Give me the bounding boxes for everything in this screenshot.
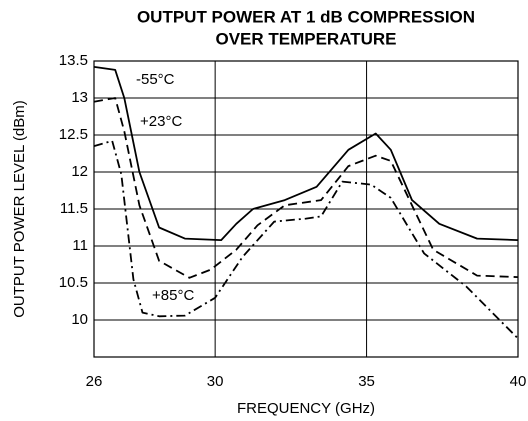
line-series [93,97,519,279]
y-tick-label: 10 [71,311,88,328]
y-tick-label: 13.5 [59,52,88,69]
x-tick-label: 30 [207,373,224,390]
y-tick-label: 11 [72,237,88,254]
x-tick-label: 40 [510,373,527,390]
series-label: +23°C [140,113,182,130]
y-tick-label: 13 [71,89,88,106]
chart-title: OVER TEMPERATURE [215,29,396,48]
x-tick-label: 35 [358,373,375,390]
line-series [93,66,519,241]
x-axis-label: FREQUENCY (GHz) [237,400,375,417]
series-label: +85°C [152,287,194,304]
x-tick-label: 26 [86,373,103,390]
chart-title: OUTPUT POWER AT 1 dB COMPRESSION [137,7,475,26]
y-axis-label: OUTPUT POWER LEVEL (dBm) [11,100,28,318]
y-tick-label: 12 [71,163,88,180]
y-tick-label: 11.5 [60,200,88,217]
line-series [93,140,519,340]
y-tick-label: 12.5 [59,126,88,143]
y-tick-label: 10.5 [59,274,88,291]
series-label: -55°C [136,71,175,88]
